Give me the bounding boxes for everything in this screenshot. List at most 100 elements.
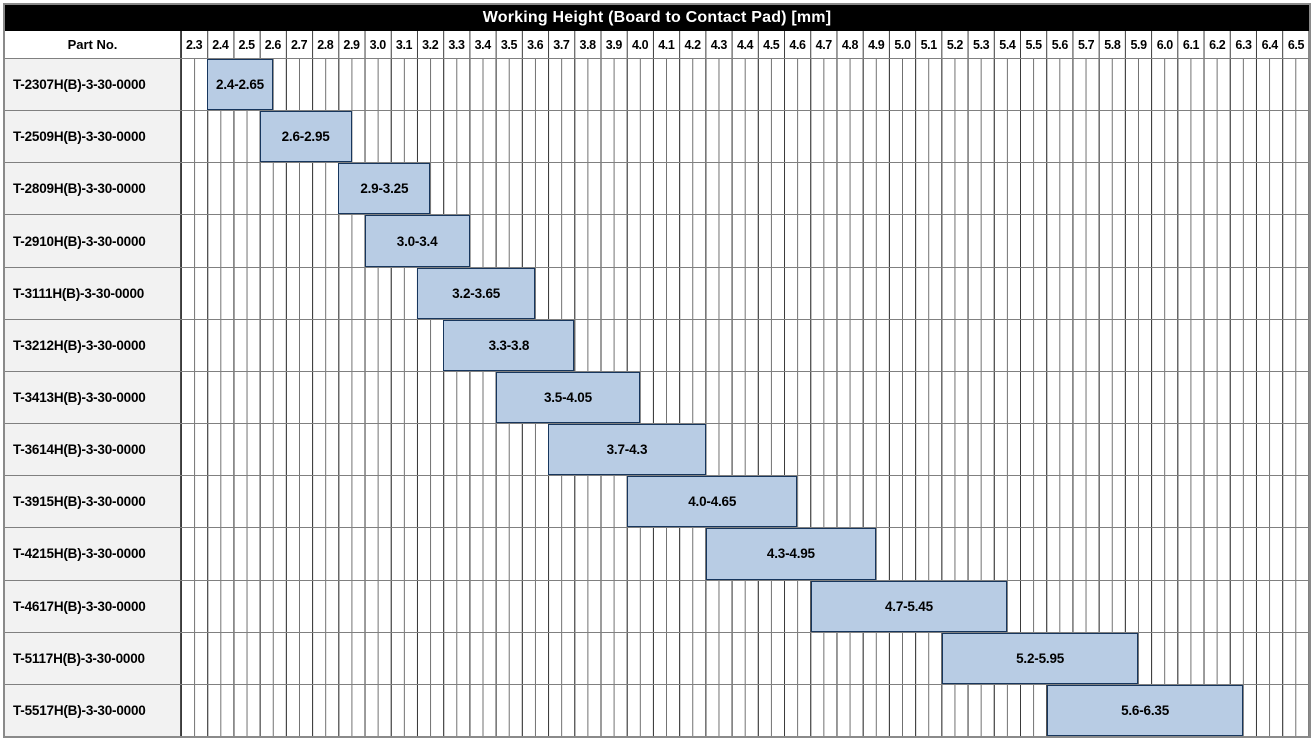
x-tick-label: 5.6 bbox=[1051, 37, 1069, 52]
table-row: T-3111H(B)-3-30-0000 3.2-3.65 bbox=[5, 267, 1309, 320]
x-tick-label: 2.4 bbox=[212, 37, 229, 52]
x-tick-label: 4.3 bbox=[710, 37, 728, 52]
row-grid-cell: 2.4-2.65 bbox=[181, 59, 1309, 111]
range-bar-label: 3.7-4.3 bbox=[606, 442, 648, 458]
range-bar: 2.4-2.65 bbox=[207, 59, 273, 111]
x-tick-label: 4.1 bbox=[658, 37, 675, 52]
row-grid-cell: 3.7-4.3 bbox=[181, 424, 1309, 476]
row-grid-cell: 3.0-3.4 bbox=[181, 215, 1309, 267]
x-tick-label: 4.2 bbox=[684, 37, 701, 52]
part-no-cell: T-4215H(B)-3-30-0000 bbox=[5, 528, 181, 580]
part-no-column-header: Part No. bbox=[5, 31, 181, 58]
table-row: T-5517H(B)-3-30-0000 5.6-6.35 bbox=[5, 684, 1309, 737]
part-no-cell: T-5517H(B)-3-30-0000 bbox=[5, 684, 181, 737]
x-tick-label: 5.0 bbox=[894, 37, 911, 52]
x-tick-label: 2.8 bbox=[317, 37, 334, 52]
table-row: T-2307H(B)-3-30-0000 2.4-2.65 bbox=[5, 59, 1309, 112]
part-no-cell: T-2509H(B)-3-30-0000 bbox=[5, 111, 181, 163]
range-bar-label: 5.6-6.35 bbox=[1121, 702, 1169, 718]
row-grid-cell: 3.5-4.05 bbox=[181, 371, 1309, 424]
range-bar-label: 3.2-3.65 bbox=[452, 285, 501, 301]
range-bar: 3.3-3.8 bbox=[443, 319, 575, 371]
part-no-cell: T-3413H(B)-3-30-0000 bbox=[5, 371, 181, 424]
x-tick-label: 6.3 bbox=[1235, 37, 1252, 52]
range-bar-label: 4.3-4.95 bbox=[766, 546, 815, 562]
x-tick-label: 2.7 bbox=[290, 37, 308, 52]
table-row: T-3915H(B)-3-30-0000 4.0-4.65 bbox=[5, 476, 1309, 529]
range-bar: 5.2-5.95 bbox=[941, 632, 1139, 684]
row-grid-cell: 3.3-3.8 bbox=[181, 319, 1309, 371]
part-no-cell: T-3915H(B)-3-30-0000 bbox=[5, 476, 181, 528]
x-tick-label: 3.3 bbox=[448, 37, 465, 52]
range-bar-label: 3.0-3.4 bbox=[396, 233, 438, 249]
row-grid-cell: 5.2-5.95 bbox=[181, 632, 1309, 684]
x-tick-label: 3.1 bbox=[395, 37, 413, 52]
x-tick-label: 5.3 bbox=[973, 37, 990, 52]
x-tick-label: 5.7 bbox=[1077, 37, 1095, 52]
part-no-cell: T-3212H(B)-3-30-0000 bbox=[5, 319, 181, 371]
range-bar-label: 5.2-5.95 bbox=[1016, 650, 1065, 666]
part-no-cell: T-2307H(B)-3-30-0000 bbox=[5, 59, 181, 111]
range-bar: 3.7-4.3 bbox=[548, 424, 706, 476]
working-height-table: Working Height (Board to Contact Pad) [m… bbox=[3, 3, 1311, 738]
part-no-cell: T-4617H(B)-3-30-0000 bbox=[5, 580, 181, 632]
part-no-cell: T-5117H(B)-3-30-0000 bbox=[5, 632, 181, 684]
part-no-cell: T-2809H(B)-3-30-0000 bbox=[5, 163, 181, 215]
row-grid-cell: 2.6-2.95 bbox=[181, 111, 1309, 163]
x-tick-label: 5.1 bbox=[920, 37, 938, 52]
range-bar-label: 2.9-3.25 bbox=[360, 181, 409, 197]
row-grid-cell: 5.6-6.35 bbox=[181, 684, 1309, 737]
row-grid-cell: 2.9-3.25 bbox=[181, 163, 1309, 215]
range-bar: 3.0-3.4 bbox=[364, 215, 470, 267]
x-tick-label: 3.7 bbox=[553, 37, 570, 52]
x-tick-label: 6.5 bbox=[1287, 37, 1305, 52]
x-tick-label: 5.8 bbox=[1104, 37, 1121, 52]
table-row: T-5117H(B)-3-30-0000 5.2-5.95 bbox=[5, 632, 1309, 685]
x-tick-label: 4.4 bbox=[736, 37, 754, 52]
x-tick-label: 3.4 bbox=[474, 37, 492, 52]
range-bar-label: 2.6-2.95 bbox=[281, 129, 330, 145]
chart-title: Working Height (Board to Contact Pad) [m… bbox=[5, 5, 1309, 31]
x-tick-label: 5.5 bbox=[1025, 37, 1043, 52]
x-tick-label: 4.9 bbox=[868, 37, 885, 52]
range-bar-label: 2.4-2.65 bbox=[216, 77, 264, 93]
table-row: T-3413H(B)-3-30-0000 3.5-4.05 bbox=[5, 371, 1309, 425]
x-tick-label: 2.9 bbox=[343, 37, 360, 52]
range-bar: 3.5-4.05 bbox=[495, 371, 641, 424]
range-bar: 2.6-2.95 bbox=[259, 111, 352, 163]
range-bar-label: 4.7-5.45 bbox=[884, 598, 933, 614]
range-bar: 2.9-3.25 bbox=[338, 163, 431, 215]
x-tick-label: 4.6 bbox=[789, 37, 806, 52]
table-row: T-4617H(B)-3-30-0000 4.7-5.45 bbox=[5, 580, 1309, 633]
table-row: T-2910H(B)-3-30-0000 3.0-3.4 bbox=[5, 215, 1309, 268]
x-tick-label: 6.1 bbox=[1182, 37, 1200, 52]
x-tick-label: 2.6 bbox=[264, 37, 282, 52]
table-row: T-3212H(B)-3-30-0000 3.3-3.8 bbox=[5, 319, 1309, 372]
range-bar: 5.6-6.35 bbox=[1046, 684, 1244, 737]
x-tick-label: 2.3 bbox=[186, 37, 203, 52]
x-tick-label: 6.0 bbox=[1156, 37, 1174, 52]
range-bar-label: 3.3-3.8 bbox=[488, 337, 530, 353]
range-bar: 3.2-3.65 bbox=[417, 267, 536, 319]
x-tick-label: 6.2 bbox=[1209, 37, 1226, 52]
x-tick-label: 4.8 bbox=[841, 37, 859, 52]
range-bar: 4.3-4.95 bbox=[705, 528, 877, 580]
table-row: T-2809H(B)-3-30-0000 2.9-3.25 bbox=[5, 163, 1309, 216]
x-tick-label: 6.4 bbox=[1261, 37, 1279, 52]
table-row: T-4215H(B)-3-30-0000 4.3-4.95 bbox=[5, 528, 1309, 581]
x-axis-tick-row: 2.3 2.4 2.5 2.6 2.7 2.8 2.9 3.0 3.1 3.2 3.3 3.4 3.5 3… bbox=[181, 31, 1309, 58]
chart-rows: T-2307H(B)-3-30-0000 2.4-2.65 T-2509H(B)… bbox=[5, 59, 1309, 737]
range-bar-label: 3.5-4.05 bbox=[543, 390, 592, 406]
x-tick-label: 3.9 bbox=[605, 37, 623, 52]
x-tick-label: 3.0 bbox=[369, 37, 387, 52]
x-tick-label: 3.6 bbox=[527, 37, 544, 52]
table-row: T-3614H(B)-3-30-0000 3.7-4.3 bbox=[5, 424, 1309, 477]
part-no-cell: T-3111H(B)-3-30-0000 bbox=[5, 267, 181, 319]
x-tick-label: 5.9 bbox=[1130, 37, 1147, 52]
row-grid-cell: 3.2-3.65 bbox=[181, 267, 1309, 319]
x-tick-label: 4.0 bbox=[632, 37, 649, 52]
x-tick-label: 4.7 bbox=[815, 37, 833, 52]
x-tick-label: 4.5 bbox=[763, 37, 780, 52]
row-grid-cell: 4.3-4.95 bbox=[181, 528, 1309, 580]
